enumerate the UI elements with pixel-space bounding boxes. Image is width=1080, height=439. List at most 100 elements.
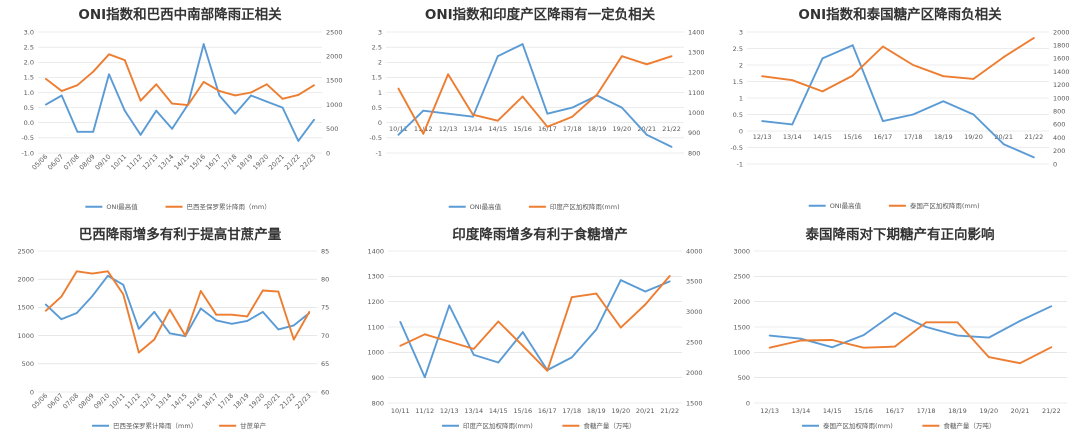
series-line-1 <box>399 279 671 379</box>
data-point <box>218 94 221 97</box>
x-tick-label: 17/18 <box>563 125 582 133</box>
x-tick-label: 19/20 <box>613 125 632 133</box>
right-tick-label: 1600 <box>1053 55 1070 63</box>
legend-label: 巴西圣保罗累计降雨（mm） <box>187 202 271 211</box>
right-tick-label: 2000 <box>686 369 703 377</box>
data-point <box>60 90 63 92</box>
data-point <box>956 321 959 324</box>
right-tick-label: 75 <box>321 304 329 312</box>
data-point <box>44 103 47 106</box>
data-point <box>893 345 896 348</box>
data-point <box>987 356 990 359</box>
data-point <box>670 55 673 58</box>
data-point <box>668 275 671 277</box>
left-tick-label: 0 <box>739 127 743 135</box>
data-point <box>171 127 174 130</box>
right-tick-label: 1400 <box>1053 68 1070 76</box>
data-point <box>202 43 205 45</box>
left-tick-label: 2 <box>378 59 382 67</box>
chart-panel-4: 巴西降雨增多有利于提高甘蔗产量 2500 2000 1500 1000 500 0 85 80 7… <box>0 220 360 439</box>
left-tick-label: -1 <box>737 160 743 168</box>
right-tick-label: 70 <box>321 332 329 340</box>
series-line-1 <box>769 305 1052 349</box>
right-tick-label: 65 <box>321 360 329 368</box>
data-point <box>821 90 824 93</box>
x-tick-label: 17/18 <box>220 153 239 172</box>
x-tick-label: 16/17 <box>538 407 557 415</box>
left-tick-label: 1000 <box>733 349 750 357</box>
x-tick-label: 16/17 <box>874 133 893 141</box>
data-point <box>171 102 174 105</box>
left-tick-label: 2 <box>739 61 743 69</box>
x-tick-label: 17/18 <box>562 407 581 415</box>
left-tick-label: -0.5 <box>21 134 34 142</box>
legend-label: ONI最高值 <box>106 202 138 211</box>
data-point <box>831 339 834 341</box>
right-tick-label: 1000 <box>688 109 705 117</box>
x-tick-label: 10/11 <box>391 407 410 415</box>
data-point <box>546 369 549 372</box>
data-point <box>447 112 449 115</box>
left-tick-label: 800 <box>372 399 384 407</box>
data-point <box>199 307 202 310</box>
data-point <box>1033 37 1035 39</box>
right-tick-label: 800 <box>1053 108 1065 116</box>
data-point <box>791 79 794 82</box>
left-tick-label: 2000 <box>733 298 750 306</box>
data-point <box>862 346 865 349</box>
right-tick-label: 200 <box>1053 147 1065 155</box>
data-point <box>123 59 126 61</box>
data-point <box>942 75 945 78</box>
x-tick-label: 10/11 <box>109 153 128 172</box>
right-tick-label: 80 <box>321 276 329 284</box>
series-line-1 <box>45 274 310 338</box>
left-tick-label: 900 <box>372 374 384 382</box>
data-point <box>250 91 252 94</box>
x-tick-label: 18/19 <box>588 125 607 133</box>
data-point <box>215 313 218 316</box>
x-tick-label: 18/19 <box>587 407 606 415</box>
right-tick-label: 60 <box>321 388 329 396</box>
x-tick-label: 20/21 <box>1011 407 1030 415</box>
left-tick-label: 1200 <box>367 298 384 306</box>
right-tick-label: 1500 <box>326 77 343 85</box>
x-tick-label: 09/10 <box>92 392 111 411</box>
x-tick-label: 12/13 <box>139 392 158 411</box>
data-point <box>761 75 763 78</box>
chart-svg: ONI指数和印度产区降雨有一定负相关 3 2.5 2 1.5 1 0.5 0 -0.5 -1 140… <box>369 6 705 211</box>
chart-svg: 印度降雨增多有利于食糖增产 1400 1300 1200 1100 1000 900 800 4… <box>367 226 703 430</box>
chart-panel-6: 泰国降雨对下期糖产有正向影响 3000 2500 2000 1500 1000 500 0 12… <box>720 220 1080 439</box>
data-point <box>277 290 280 293</box>
left-tick-label: 500 <box>22 360 34 368</box>
data-point <box>645 63 648 66</box>
x-tick-label: 14/15 <box>489 407 508 415</box>
left-tick-label: 2500 <box>17 247 34 255</box>
data-point <box>234 94 237 97</box>
series-line-1 <box>45 43 315 142</box>
data-point <box>122 293 125 296</box>
data-point <box>447 73 449 76</box>
data-point <box>596 93 598 96</box>
x-tick-label: 19/20 <box>247 392 266 411</box>
data-point <box>230 322 233 325</box>
right-tick-label: 3500 <box>686 278 703 286</box>
left-tick-label: 1 <box>378 89 382 97</box>
left-tick-label: 3.0 <box>24 28 34 36</box>
left-tick-label: 1300 <box>367 273 384 281</box>
chart-title: ONI指数和巴西中南部降雨正相关 <box>78 6 282 23</box>
right-tick-label: 1400 <box>688 28 705 36</box>
data-point <box>399 344 402 347</box>
data-point <box>831 346 834 349</box>
data-point <box>297 94 300 96</box>
x-tick-label: 13/14 <box>157 153 176 172</box>
data-point <box>139 133 142 136</box>
x-tick-label: 19/20 <box>979 407 998 415</box>
data-point <box>261 311 264 313</box>
x-tick-label: 08/09 <box>78 153 97 172</box>
chart-panel-3: ONI指数和泰国糖产区降雨负相关 3 2.5 2 1.5 1 0.5 0 -0.5 -1 2000 1… <box>720 0 1080 219</box>
chart-panel-1: ONI指数和巴西中南部降雨正相关 3.0 2.5 2.0 1.5 1.0 0.5 0.0 -0.… <box>0 0 360 219</box>
x-tick-label: 18/19 <box>948 407 967 415</box>
right-tick-label: 900 <box>688 129 700 137</box>
data-point <box>912 64 914 66</box>
data-point <box>106 274 109 277</box>
